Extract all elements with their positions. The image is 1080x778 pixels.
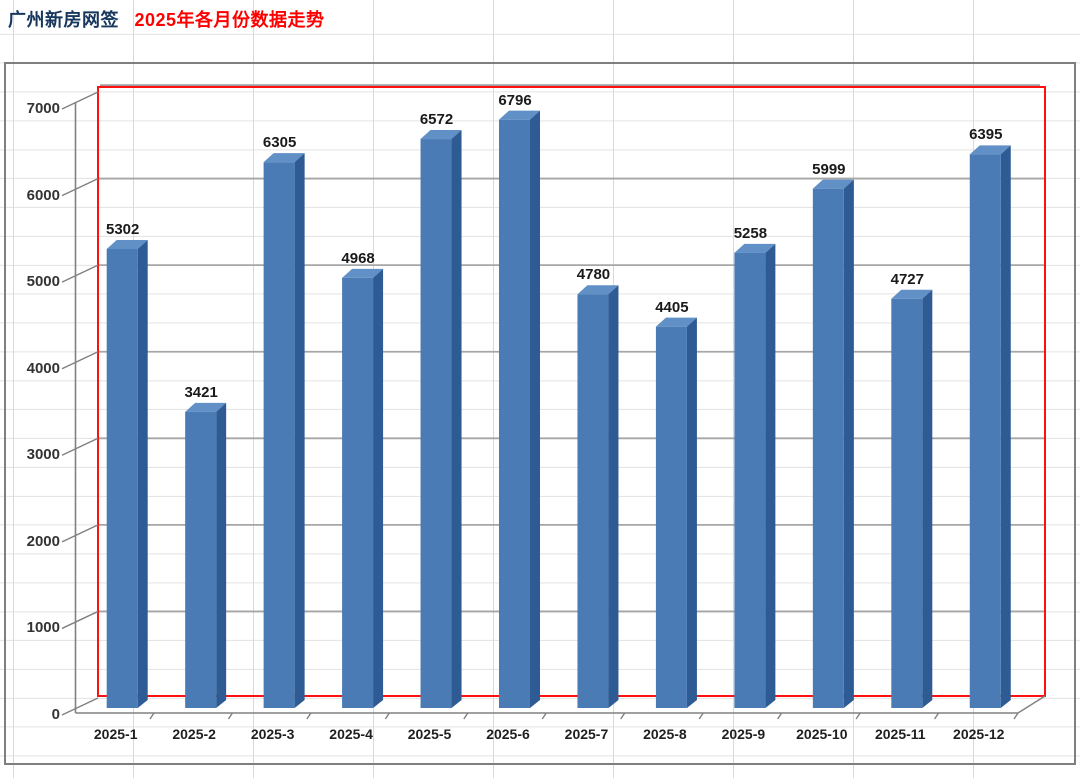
bar-top-face [891, 289, 933, 299]
bar-top-face [185, 402, 227, 412]
y-tick-connector [61, 524, 99, 543]
month-label: 2025-6 [486, 726, 530, 742]
bar [655, 326, 687, 708]
month-tick [227, 712, 234, 720]
bar-top-face [263, 153, 305, 163]
axis-end-tick [1013, 712, 1019, 720]
bar [263, 162, 295, 708]
value-label: 4968 [341, 249, 375, 267]
bar [499, 119, 530, 708]
value-label: 4780 [576, 266, 611, 284]
y-tick-label: 6000 [26, 186, 60, 204]
bar [969, 154, 1001, 708]
month-tick [777, 712, 783, 720]
sheet-title-part1: 广州新房网签 [8, 10, 119, 30]
value-label: 5999 [812, 160, 846, 178]
month-label: 2025-7 [564, 726, 609, 742]
month-tick [933, 712, 940, 720]
bar [577, 294, 609, 708]
bar-top-face [499, 110, 540, 120]
value-label: 3421 [184, 383, 218, 401]
y-tick-connector [61, 697, 99, 716]
y-tick-connector [61, 264, 99, 283]
month-label: 2025-1 [93, 726, 138, 742]
sheet-title: 广州新房网签 2025年各月份数据走势 [8, 8, 325, 32]
bar-top-face [106, 240, 148, 250]
month-tick [620, 712, 626, 720]
plot-border [97, 86, 1046, 697]
bar-top-face [577, 285, 619, 295]
value-label: 6796 [498, 91, 532, 109]
bar-side-face [765, 243, 776, 708]
month-label: 2025-8 [643, 726, 687, 742]
y-tick-connector [61, 610, 99, 630]
month-tick [698, 712, 704, 720]
bar [812, 188, 844, 708]
value-label: 4405 [655, 298, 689, 316]
value-label: 5302 [106, 221, 140, 238]
bar-side-face [137, 240, 148, 708]
bar [420, 139, 452, 709]
month-tick [306, 712, 312, 720]
value-label: 4727 [890, 270, 924, 288]
bar-top-face [734, 243, 776, 253]
bar-top-face [420, 130, 462, 140]
value-label: 6395 [969, 126, 1003, 144]
month-tick [463, 712, 469, 720]
month-tick [149, 712, 155, 720]
month-tick [384, 712, 390, 720]
bar-side-face [294, 153, 305, 708]
y-tick-connector [61, 177, 99, 197]
floor-right-diagonal [1017, 695, 1046, 714]
y-tick-connector [61, 91, 99, 110]
month-label: 2025-3 [250, 726, 295, 742]
y-tick-connector [61, 437, 99, 456]
bar-top-face [812, 179, 854, 189]
y-tick-label: 1000 [26, 619, 60, 637]
sheet-title-part2: 2025年各月份数据走势 [134, 10, 325, 30]
y-tick-label: 3000 [26, 446, 60, 464]
y-tick-label: 0 [51, 706, 60, 723]
bar [106, 249, 138, 708]
value-label: 6305 [262, 134, 297, 152]
y-tick-connector [61, 351, 99, 370]
value-label: 5258 [733, 224, 768, 242]
y-tick-label: 4000 [26, 359, 60, 377]
month-label: 2025-5 [407, 726, 452, 742]
bar-side-face [373, 268, 384, 708]
chart-frame[interactable] [4, 62, 1076, 765]
month-label: 2025-9 [721, 726, 766, 742]
bar [734, 252, 766, 708]
bar-top-face [969, 145, 1011, 155]
y-tick-label: 2000 [26, 532, 60, 550]
y-tick-label: 7000 [26, 100, 60, 117]
bar-side-face [922, 289, 933, 708]
bar-side-face [451, 130, 462, 709]
bar-side-face [216, 402, 227, 708]
bar-top-face [655, 317, 697, 327]
bar [342, 277, 374, 708]
bar-side-face [1000, 145, 1011, 708]
y-tick-label: 5000 [26, 273, 60, 291]
bar-side-face [686, 317, 697, 708]
month-label: 2025-11 [874, 726, 926, 742]
value-label: 6572 [419, 111, 454, 129]
month-label: 2025-4 [329, 726, 373, 742]
bar-top-face [342, 268, 384, 278]
bar [891, 298, 923, 708]
month-label: 2025-10 [796, 726, 848, 742]
bar-side-face [843, 179, 854, 708]
month-label: 2025-2 [172, 726, 216, 742]
month-label: 2025-12 [953, 726, 1005, 742]
bar [185, 411, 217, 708]
month-tick [855, 712, 861, 720]
bar-side-face [530, 110, 540, 708]
month-tick [541, 712, 547, 720]
bar-side-face [608, 285, 619, 708]
